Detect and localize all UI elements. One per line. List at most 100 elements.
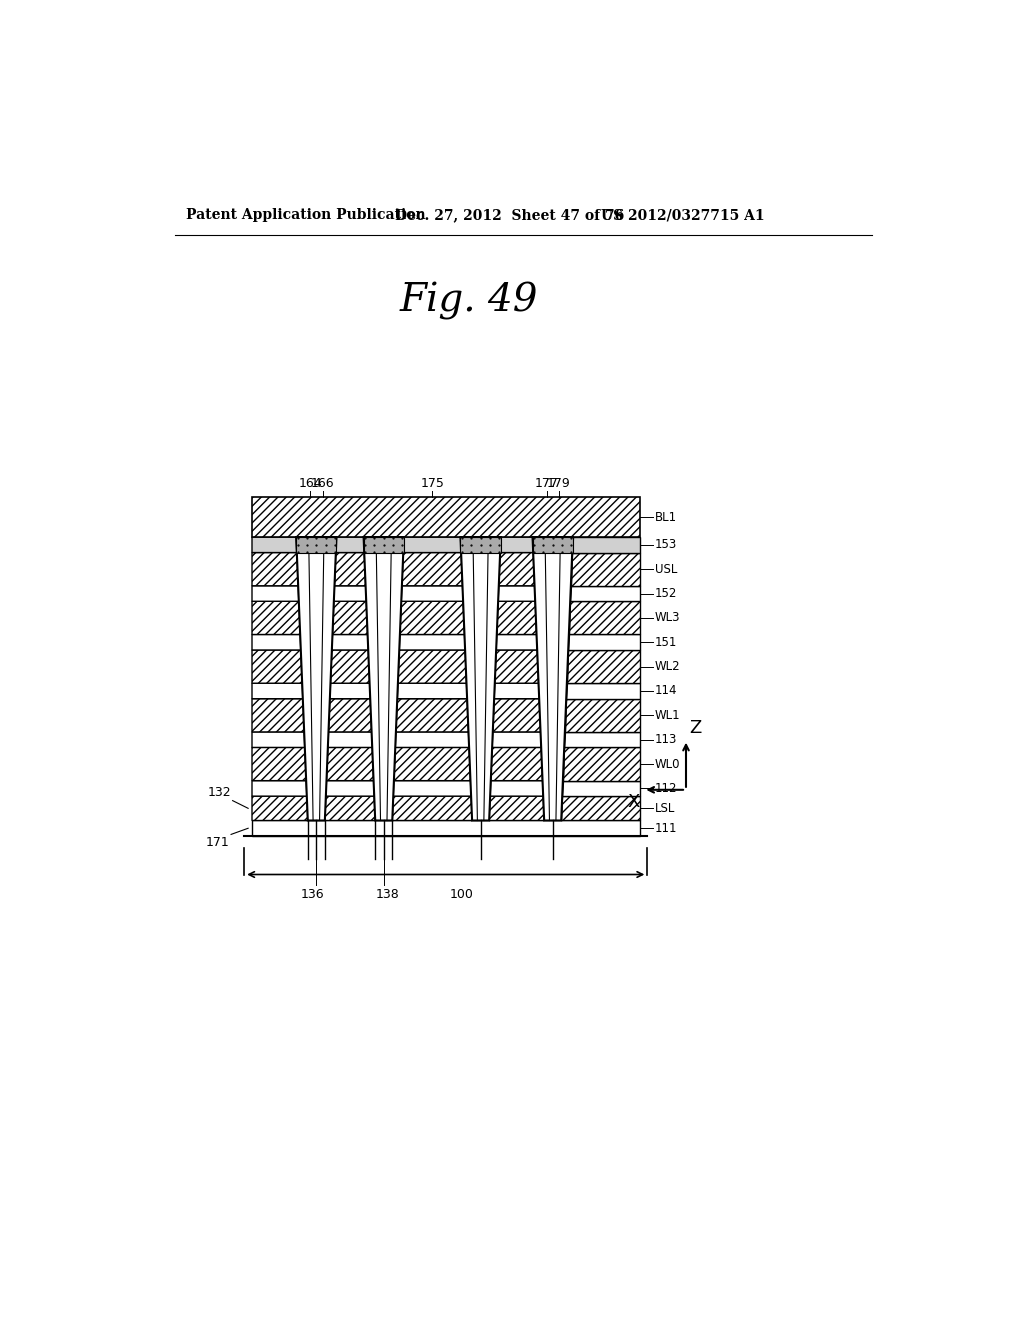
Text: WL1: WL1 xyxy=(655,709,681,722)
Polygon shape xyxy=(252,698,304,731)
Text: X: X xyxy=(627,793,640,810)
Polygon shape xyxy=(252,635,301,649)
Polygon shape xyxy=(252,649,302,684)
Bar xyxy=(461,537,501,553)
Text: WL2: WL2 xyxy=(655,660,681,673)
Polygon shape xyxy=(493,698,541,731)
Text: Dec. 27, 2012  Sheet 47 of 76: Dec. 27, 2012 Sheet 47 of 76 xyxy=(395,209,625,223)
Text: Fig. 49: Fig. 49 xyxy=(399,281,538,319)
Polygon shape xyxy=(499,553,535,586)
Polygon shape xyxy=(532,537,572,821)
Text: BL1: BL1 xyxy=(655,511,677,524)
Text: WL3: WL3 xyxy=(655,611,681,624)
Polygon shape xyxy=(252,684,303,698)
Polygon shape xyxy=(252,821,640,836)
Bar xyxy=(296,537,337,553)
Text: 112: 112 xyxy=(655,781,678,795)
Polygon shape xyxy=(561,796,640,821)
Polygon shape xyxy=(364,537,403,821)
Polygon shape xyxy=(325,796,375,821)
Polygon shape xyxy=(331,649,370,684)
Polygon shape xyxy=(400,602,465,635)
Polygon shape xyxy=(562,780,640,796)
Text: US 2012/0327715 A1: US 2012/0327715 A1 xyxy=(601,209,764,223)
Bar xyxy=(532,537,572,553)
Polygon shape xyxy=(566,684,640,698)
Polygon shape xyxy=(332,635,369,649)
Polygon shape xyxy=(497,602,537,635)
Polygon shape xyxy=(252,796,308,821)
Polygon shape xyxy=(495,684,540,698)
Polygon shape xyxy=(572,537,640,553)
Text: 136: 136 xyxy=(301,888,325,902)
Polygon shape xyxy=(395,731,469,747)
Polygon shape xyxy=(252,602,300,635)
Polygon shape xyxy=(565,698,640,731)
Polygon shape xyxy=(401,586,463,602)
Text: LSL: LSL xyxy=(655,801,676,814)
Polygon shape xyxy=(563,747,640,780)
Polygon shape xyxy=(500,537,534,553)
Polygon shape xyxy=(334,586,367,602)
Polygon shape xyxy=(252,586,299,602)
Polygon shape xyxy=(336,537,365,553)
Polygon shape xyxy=(567,649,640,684)
Polygon shape xyxy=(252,731,305,747)
Polygon shape xyxy=(328,731,373,747)
Polygon shape xyxy=(252,747,306,780)
Polygon shape xyxy=(564,731,640,747)
Polygon shape xyxy=(490,780,543,796)
Text: 113: 113 xyxy=(655,733,677,746)
Text: 114: 114 xyxy=(655,685,678,697)
Polygon shape xyxy=(330,684,371,698)
Polygon shape xyxy=(498,586,536,602)
Polygon shape xyxy=(396,698,468,731)
Polygon shape xyxy=(252,537,297,553)
Text: WL0: WL0 xyxy=(655,758,681,771)
Polygon shape xyxy=(570,586,640,602)
Polygon shape xyxy=(399,635,465,649)
Polygon shape xyxy=(497,635,538,649)
Polygon shape xyxy=(335,553,366,586)
Text: 171: 171 xyxy=(206,836,229,849)
Polygon shape xyxy=(397,684,467,698)
Text: 166: 166 xyxy=(310,477,335,490)
Text: Z: Z xyxy=(689,719,701,738)
Polygon shape xyxy=(329,698,372,731)
Polygon shape xyxy=(296,537,337,821)
Bar xyxy=(364,537,403,553)
Text: 177: 177 xyxy=(535,477,558,490)
Text: 138: 138 xyxy=(376,888,399,902)
Polygon shape xyxy=(252,553,298,586)
Polygon shape xyxy=(489,796,544,821)
Polygon shape xyxy=(333,602,368,635)
Polygon shape xyxy=(461,537,501,821)
Text: 151: 151 xyxy=(655,636,677,648)
Text: USL: USL xyxy=(655,562,677,576)
Polygon shape xyxy=(398,649,467,684)
Polygon shape xyxy=(327,747,374,780)
Text: Patent Application Publication: Patent Application Publication xyxy=(186,209,426,223)
Polygon shape xyxy=(326,780,374,796)
Polygon shape xyxy=(569,602,640,635)
Polygon shape xyxy=(401,553,463,586)
Polygon shape xyxy=(568,635,640,649)
Text: 153: 153 xyxy=(655,539,677,552)
Polygon shape xyxy=(393,780,471,796)
Polygon shape xyxy=(392,796,472,821)
Polygon shape xyxy=(252,780,307,796)
Polygon shape xyxy=(394,747,470,780)
Polygon shape xyxy=(570,553,640,586)
Text: 100: 100 xyxy=(450,888,473,902)
Text: 175: 175 xyxy=(420,477,444,490)
Polygon shape xyxy=(252,498,640,537)
Text: 179: 179 xyxy=(547,477,570,490)
Polygon shape xyxy=(493,731,541,747)
Polygon shape xyxy=(490,747,543,780)
Text: 111: 111 xyxy=(655,822,678,834)
Text: 132: 132 xyxy=(208,787,231,799)
Polygon shape xyxy=(403,537,461,553)
Text: 164: 164 xyxy=(298,477,322,490)
Text: 152: 152 xyxy=(655,587,677,601)
Polygon shape xyxy=(495,649,539,684)
